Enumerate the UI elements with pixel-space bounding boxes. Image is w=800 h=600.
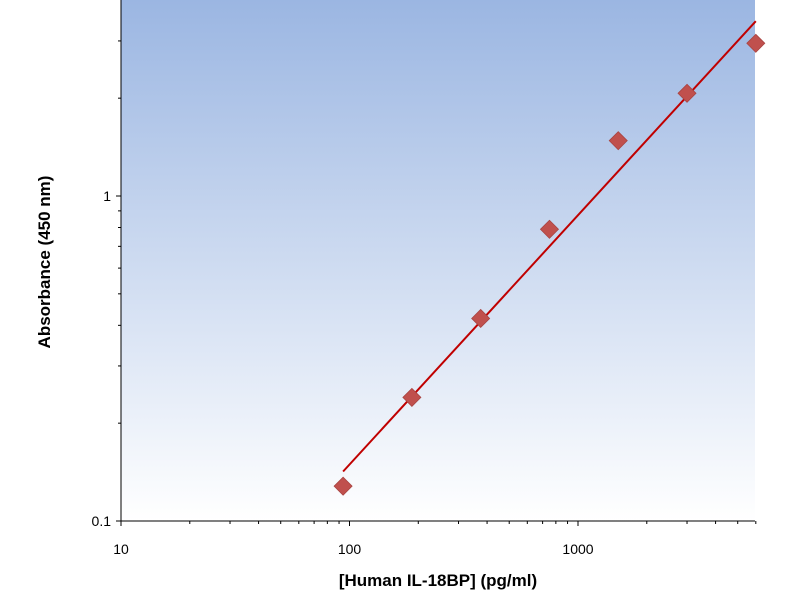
data-point-3 [539,219,560,239]
x-tick-label-1: 100 [338,541,362,557]
data-point-4 [608,131,628,151]
data-point-6 [746,33,766,53]
data-point-0 [333,476,353,496]
plot-area [121,0,755,521]
axis-ticks: 10 100 1000 0.1 1 [92,188,594,557]
x-tick-label-0: 10 [113,541,129,557]
data-point-5 [677,83,697,103]
y-axis-title: Absorbance (450 nm) [35,176,54,349]
x-axis-title: [Human IL-18BP] (pg/ml) [339,571,537,590]
data-marks [333,20,766,496]
x-tick-label-2: 1000 [562,541,593,557]
y-tick-label-1: 1 [103,188,111,204]
y-tick-label-0: 0.1 [92,513,112,529]
data-point-1 [402,387,422,407]
data-point-2 [471,308,491,329]
